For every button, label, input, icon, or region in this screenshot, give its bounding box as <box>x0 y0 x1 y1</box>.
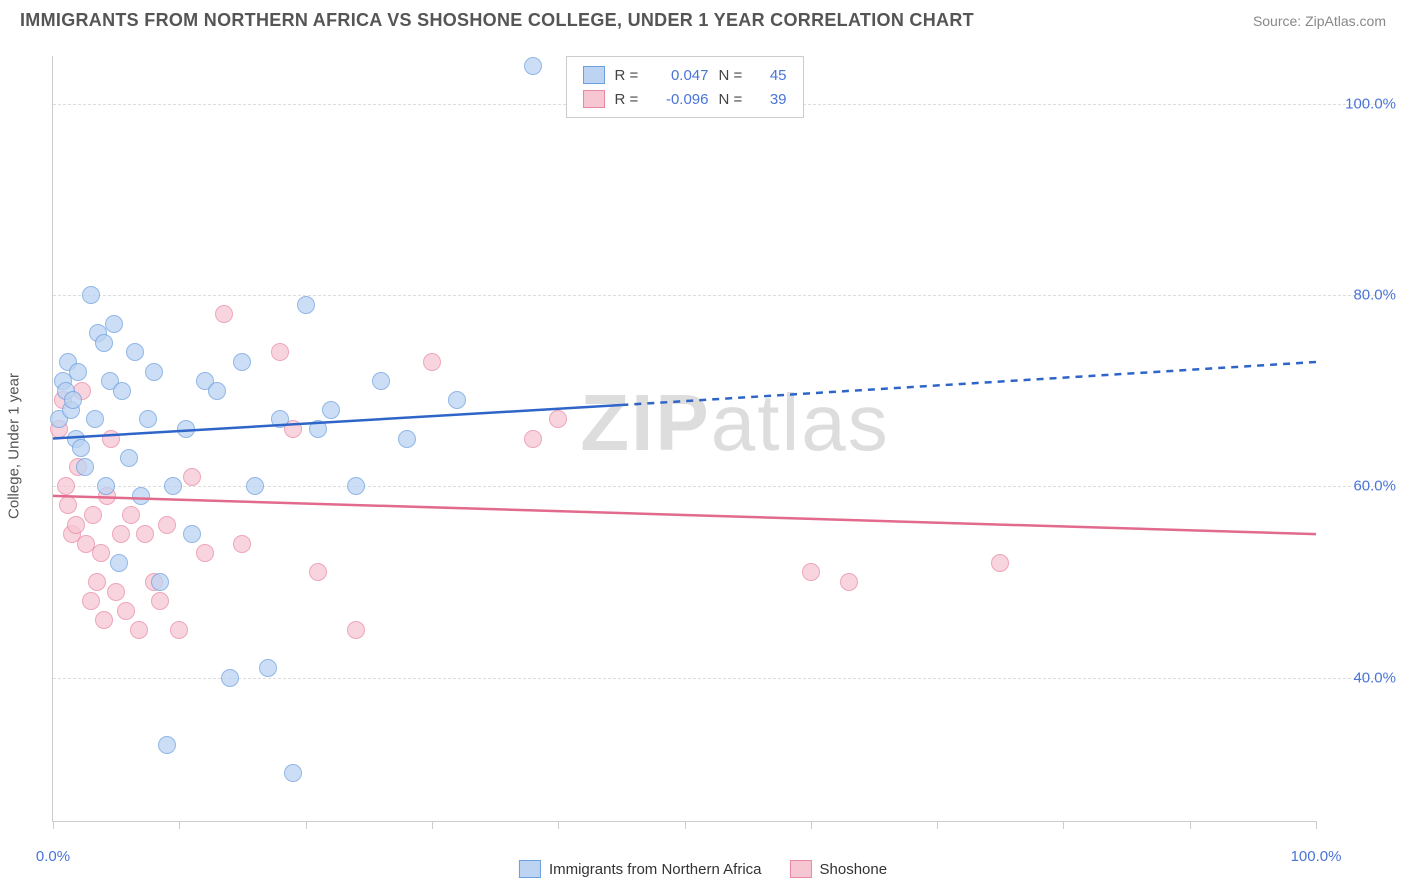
x-tick <box>1063 821 1064 829</box>
trend-line <box>53 405 621 438</box>
x-tick <box>53 821 54 829</box>
stat-N-s1: 45 <box>757 67 787 84</box>
x-tick <box>432 821 433 829</box>
x-tick <box>179 821 180 829</box>
stat-N-s2: 39 <box>757 91 787 108</box>
legend-item-s1: Immigrants from Northern Africa <box>519 860 762 878</box>
x-tick <box>685 821 686 829</box>
y-tick-label: 40.0% <box>1353 669 1396 686</box>
x-tick <box>937 821 938 829</box>
stat-row-s2: R = -0.096 N = 39 <box>583 87 787 111</box>
swatch-s1 <box>583 66 605 84</box>
stat-row-s1: R = 0.047 N = 45 <box>583 63 787 87</box>
legend-label-s1: Immigrants from Northern Africa <box>549 861 762 878</box>
legend-item-s2: Shoshone <box>790 860 888 878</box>
x-tick <box>1190 821 1191 829</box>
trend-lines <box>53 56 1316 821</box>
stat-R-s2: -0.096 <box>653 91 709 108</box>
x-tick <box>306 821 307 829</box>
y-tick-label: 80.0% <box>1353 287 1396 304</box>
x-tick <box>1316 821 1317 829</box>
x-tick-label: 100.0% <box>1291 848 1342 865</box>
y-tick-label: 100.0% <box>1345 95 1396 112</box>
y-tick-label: 60.0% <box>1353 478 1396 495</box>
trend-line <box>53 496 1316 534</box>
y-axis-label: College, Under 1 year <box>6 373 23 519</box>
stat-R-s1: 0.047 <box>653 67 709 84</box>
legend-swatch-s1 <box>519 860 541 878</box>
swatch-s2 <box>583 90 605 108</box>
source-label: Source: ZipAtlas.com <box>1253 13 1386 29</box>
legend-swatch-s2 <box>790 860 812 878</box>
legend-label-s2: Shoshone <box>820 861 888 878</box>
stat-legend-box: R = 0.047 N = 45 R = -0.096 N = 39 <box>566 56 804 118</box>
chart-plot-area: ZIPatlas R = 0.047 N = 45 R = -0.096 N =… <box>52 56 1316 822</box>
bottom-legend: Immigrants from Northern Africa Shoshone <box>519 860 887 878</box>
chart-title: IMMIGRANTS FROM NORTHERN AFRICA VS SHOSH… <box>20 10 974 31</box>
x-tick <box>811 821 812 829</box>
x-tick <box>558 821 559 829</box>
x-tick-label: 0.0% <box>36 848 70 865</box>
header: IMMIGRANTS FROM NORTHERN AFRICA VS SHOSH… <box>0 0 1406 37</box>
trend-line <box>621 362 1316 405</box>
